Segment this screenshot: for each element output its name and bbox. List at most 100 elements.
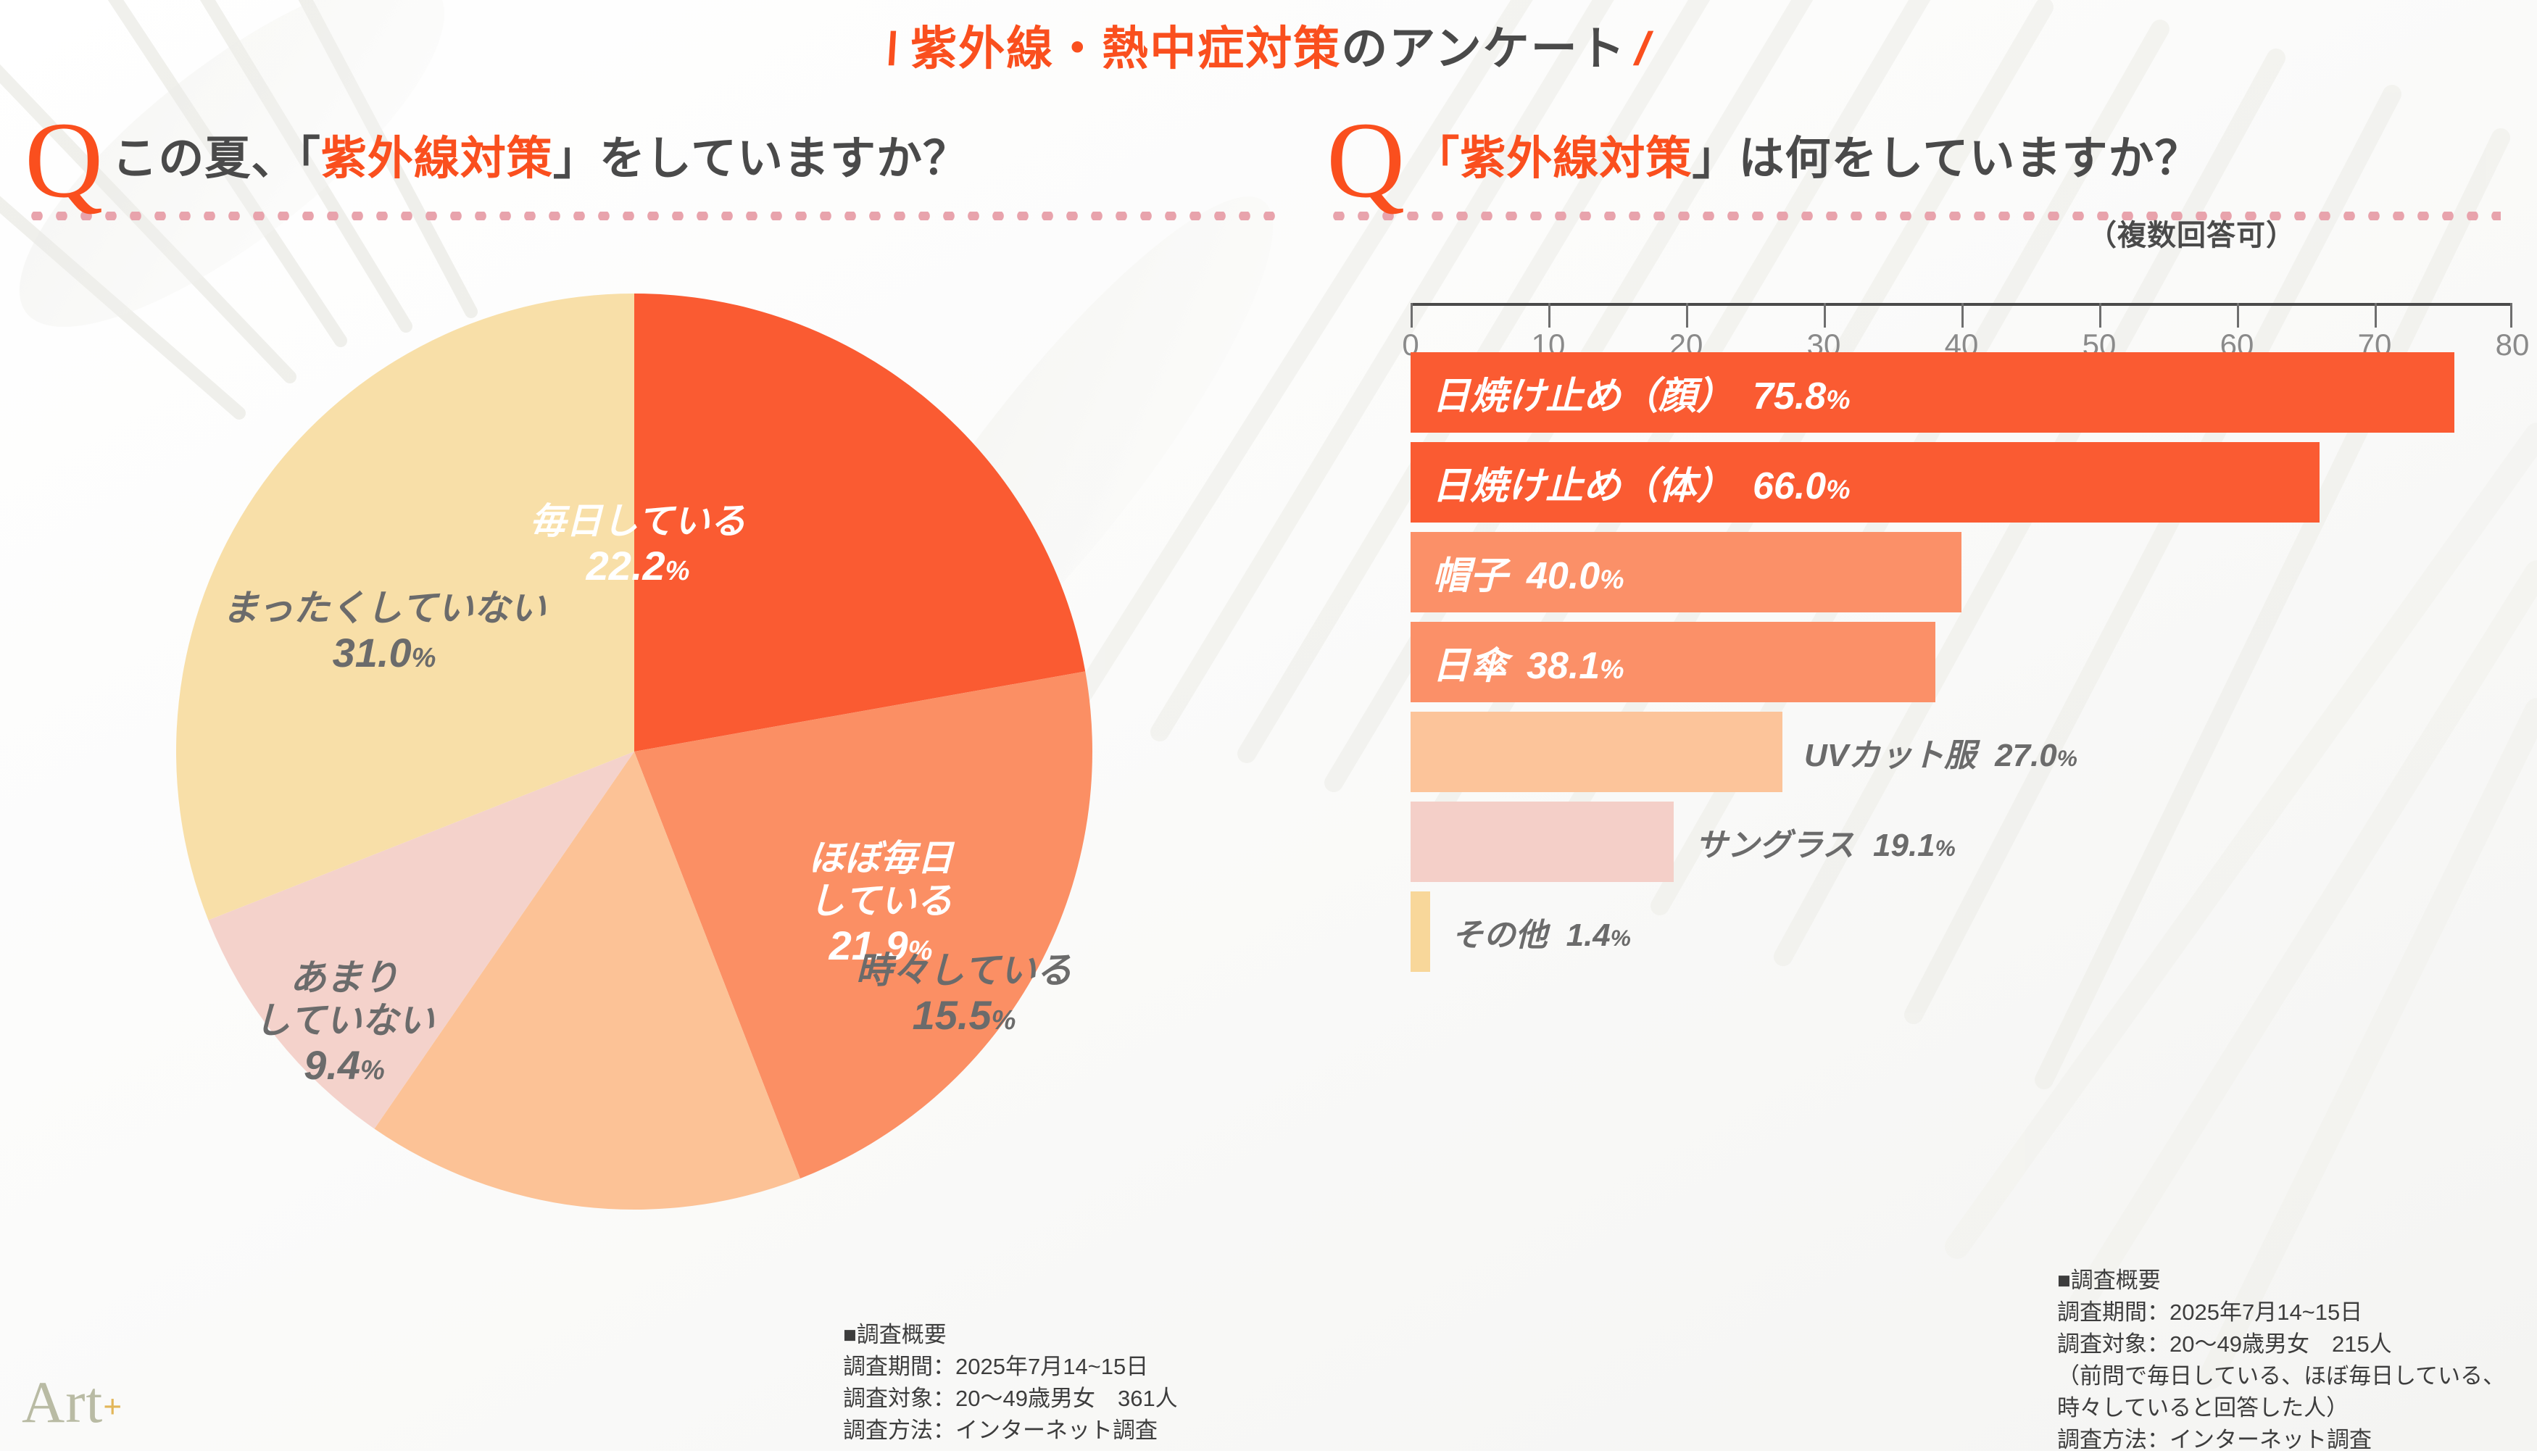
- bar-category-6: その他: [1451, 917, 1548, 953]
- axis-tick-30: [1824, 303, 1826, 328]
- bar-category-0: 日焼け止め（顔）: [1432, 375, 1735, 417]
- multiple-answer-note: （複数回答可）: [2088, 220, 2296, 251]
- bar-5: [1411, 802, 1674, 882]
- bar-value-3: 38.1: [1527, 645, 1600, 687]
- pie-label-2-name: 時々している: [855, 950, 1073, 991]
- note-right-line-2: 調査対象：20〜49歳男女 215人: [2057, 1331, 2392, 1357]
- bar-3: 日傘 38.1%: [1411, 622, 1935, 702]
- brand-logo-text: Art: [22, 1369, 104, 1435]
- bar-category-5: サングラス: [1695, 827, 1855, 863]
- note-right-line-3: （前問で毎日している、ほぼ毎日している、: [2057, 1363, 2506, 1389]
- question-left-pre: この夏、「: [112, 133, 321, 185]
- bar-chart-block: 0 10 20 30 40 50 60 70 80 日焼け止め（顔） 75.8% 日焼け止め（体） 6…: [1348, 283, 2529, 1225]
- note-left-line-3: 調査方法：インターネット調査: [843, 1418, 1158, 1444]
- bar-row-4: UVカット服 27.0%: [1411, 712, 2512, 792]
- note-right-line-0: ■調査概要: [2057, 1268, 2161, 1293]
- note-left-line-1: 調査期間：2025年7月14~15日: [843, 1354, 1149, 1380]
- pie-label-3-name-line2: していない: [254, 1000, 435, 1041]
- pie-label-4: まったくしていない 31.0%: [188, 587, 580, 676]
- question-right-accent: 紫外線対策: [1460, 133, 1693, 185]
- pie-label-3-value: 9.4%: [304, 1042, 385, 1088]
- bar-unit-0: %: [1826, 384, 1851, 415]
- pie-label-4-name: まったくしていない: [222, 588, 547, 628]
- pie-label-0: 毎日している 22.2%: [428, 500, 848, 589]
- note-left-line-0: ■調査概要: [843, 1322, 947, 1347]
- bar-label-5: サングラス 19.1%: [1695, 819, 1956, 865]
- bar-chart-x-axis: 0 10 20 30 40 50 60 70 80: [1402, 283, 2529, 362]
- bar-value-1: 66.0: [1753, 465, 1827, 507]
- bar-label-2: 帽子 40.0%: [1411, 545, 1624, 599]
- question-right-pre: 「: [1413, 133, 1461, 185]
- bar-unit-4: %: [2056, 744, 2077, 771]
- bar-unit-2: %: [1600, 564, 1624, 594]
- pie-label-3: あまり していない 9.4%: [207, 957, 482, 1089]
- header-title: \紫外線・熱中症対策のアンケート/: [876, 12, 1661, 78]
- survey-summary-right: ■調査概要調査期間：2025年7月14~15日調査対象：20〜49歳男女 215…: [2057, 1265, 2505, 1456]
- pie-label-4-value: 31.0%: [332, 630, 436, 675]
- axis-tick-40: [1961, 303, 1964, 328]
- bar-unit-1: %: [1826, 474, 1851, 504]
- bar-value-5: 19.1: [1873, 827, 1935, 863]
- bar-value-2: 40.0: [1527, 555, 1600, 597]
- bar-category-4: UVカット服: [1804, 737, 1977, 773]
- brand-logo: Art+: [22, 1368, 122, 1436]
- axis-tick-10: [1548, 303, 1550, 328]
- pie-label-1-name-line2: している: [808, 881, 953, 921]
- question-right-post: 」は何をしていますか？: [1692, 133, 2201, 185]
- axis-tick-20: [1686, 303, 1688, 328]
- question-left-accent: 紫外線対策: [320, 133, 553, 185]
- bar-value-6: 1.4: [1566, 917, 1611, 953]
- bar-label-1: 日焼け止め（体） 66.0%: [1411, 455, 1851, 509]
- question-right-dotted-rule: [1326, 211, 2501, 220]
- header-title-accent: 紫外線・熱中症対策: [910, 22, 1342, 75]
- axis-tick-70: [2375, 303, 2377, 328]
- note-left-line-2: 調査対象：20〜49歳男女 361人: [843, 1386, 1178, 1412]
- header-title-rest: のアンケート: [1341, 22, 1627, 75]
- pie-label-2: 時々している 15.5%: [790, 949, 1138, 1039]
- note-right-line-4: 時々していると回答した人）: [2057, 1395, 2349, 1421]
- header-slash-right: /: [1629, 22, 1658, 75]
- bar-value-4: 27.0: [1995, 737, 2057, 773]
- bar-category-3: 日傘: [1432, 645, 1508, 687]
- question-left-q-mark: Q: [25, 100, 104, 220]
- pie-label-2-value: 15.5%: [912, 992, 1016, 1038]
- question-left-dotted-rule: [25, 211, 1286, 220]
- bar-category-2: 帽子: [1432, 555, 1508, 597]
- axis-tick-80: [2510, 303, 2512, 328]
- axis-tick-60: [2237, 303, 2239, 328]
- note-right-line-1: 調査期間：2025年7月14~15日: [2057, 1299, 2363, 1326]
- question-left-line: Q この夏、「 紫外線対策 」をしていますか？: [25, 106, 1286, 214]
- bar-2: 帽子 40.0%: [1411, 532, 1961, 612]
- bar-value-0: 75.8: [1753, 375, 1827, 417]
- bar-chart-bars: 日焼け止め（顔） 75.8% 日焼け止め（体） 66.0% 帽子 40.0% 日傘 38.1%…: [1411, 352, 2512, 972]
- bar-label-6: その他 1.4%: [1452, 909, 1631, 955]
- pie-label-3-name-line1: あまり: [290, 957, 399, 998]
- bar-row-3: 日傘 38.1%: [1411, 622, 2512, 702]
- axis-tick-0: [1411, 303, 1413, 328]
- question-right-q-mark: Q: [1326, 100, 1405, 220]
- bar-4: [1411, 712, 1782, 792]
- bar-unit-3: %: [1600, 654, 1624, 684]
- bar-row-5: サングラス 19.1%: [1411, 802, 2512, 882]
- question-right-line: Q 「 紫外線対策 」は何をしていますか？: [1326, 106, 2530, 214]
- bar-unit-5: %: [1935, 834, 1956, 861]
- bar-row-0: 日焼け止め（顔） 75.8%: [1411, 352, 2512, 433]
- pie-label-0-value: 22.2%: [586, 543, 690, 588]
- bar-unit-6: %: [1610, 924, 1631, 951]
- bar-row-1: 日焼け止め（体） 66.0%: [1411, 442, 2512, 523]
- axis-tick-50: [2099, 303, 2101, 328]
- bar-label-0: 日焼け止め（顔） 75.8%: [1411, 365, 1851, 420]
- bar-label-4: UVカット服 27.0%: [1804, 729, 2077, 775]
- bar-row-6: その他 1.4%: [1411, 891, 2512, 972]
- bar-category-1: 日焼け止め（体）: [1432, 465, 1735, 507]
- question-right: Q 「 紫外線対策 」は何をしていますか？: [1326, 106, 2530, 220]
- bar-6: [1411, 891, 1430, 972]
- question-left: Q この夏、「 紫外線対策 」をしていますか？: [25, 106, 1286, 220]
- pie-label-0-name: 毎日している: [529, 501, 747, 541]
- survey-summary-left: ■調査概要調査期間：2025年7月14~15日調査対象：20〜49歳男女 361…: [843, 1319, 1178, 1447]
- bar-1: 日焼け止め（体） 66.0%: [1411, 442, 2320, 523]
- question-left-post: 」をしていますか？: [552, 133, 969, 185]
- infographic-header: \紫外線・熱中症対策のアンケート/: [0, 12, 2537, 78]
- bar-label-3: 日傘 38.1%: [1411, 635, 1624, 689]
- brand-logo-plus: +: [103, 1389, 123, 1425]
